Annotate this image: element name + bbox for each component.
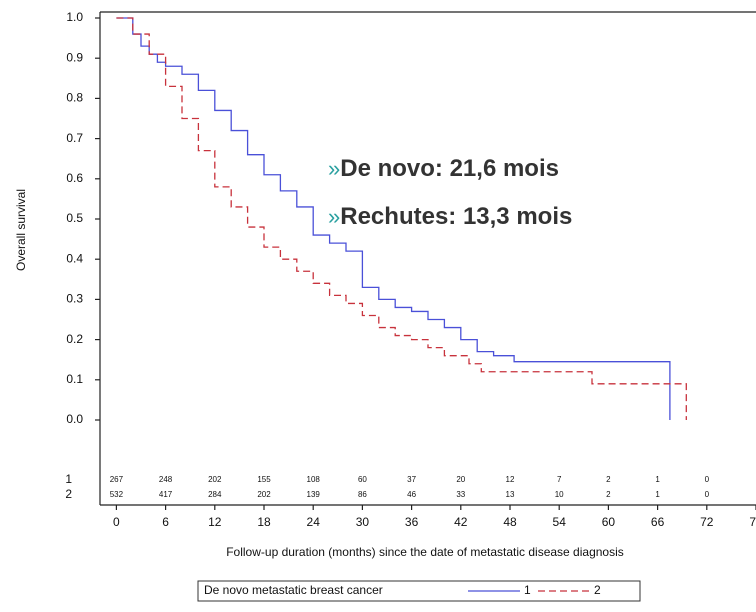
x-tick-label: 36 — [405, 515, 419, 529]
y-tick-label: 0.6 — [66, 171, 83, 185]
x-tick-label: 78 — [749, 515, 756, 529]
at-risk-count: 267 — [110, 475, 124, 484]
annotation: »Rechutes: 13,3 mois — [328, 203, 572, 230]
y-tick-label: 0.3 — [66, 292, 83, 306]
y-tick-label: 0.5 — [66, 211, 83, 225]
y-tick-label: 0.0 — [66, 412, 83, 426]
x-tick-label: 18 — [257, 515, 271, 529]
legend-box — [197, 580, 641, 602]
at-risk-count: 13 — [506, 490, 515, 499]
x-tick-label: 60 — [602, 515, 616, 529]
at-risk-count: 33 — [456, 490, 465, 499]
at-risk-count: 139 — [307, 490, 321, 499]
at-risk-count: 248 — [159, 475, 173, 484]
survival-curve — [116, 17, 687, 420]
y-axis-label: Overall survival — [14, 189, 28, 271]
annotation-text: De novo: 21,6 mois — [340, 155, 559, 182]
annotation-marker: » — [328, 204, 340, 229]
y-tick-label: 1.0 — [66, 10, 83, 24]
legend-label: 2 — [594, 583, 601, 597]
at-risk-count: 532 — [110, 490, 124, 499]
at-risk-count: 37 — [407, 475, 416, 484]
at-risk-group: 2 — [65, 487, 72, 501]
at-risk-count: 108 — [307, 475, 321, 484]
at-risk-count: 155 — [257, 475, 271, 484]
annotation: »De novo: 21,6 mois — [328, 155, 559, 182]
at-risk-count: 46 — [407, 490, 416, 499]
y-tick-label: 0.4 — [66, 251, 83, 265]
at-risk-count: 1 — [655, 490, 660, 499]
y-tick-label: 0.7 — [66, 131, 83, 145]
legend-title: De novo metastatic breast cancer — [204, 583, 383, 597]
annotation-marker: » — [328, 156, 340, 181]
x-tick-label: 42 — [454, 515, 468, 529]
at-risk-count: 2 — [606, 475, 611, 484]
x-tick-label: 66 — [651, 515, 665, 529]
at-risk-count: 417 — [159, 490, 173, 499]
at-risk-count: 0 — [705, 475, 710, 484]
legend-label: 1 — [524, 583, 531, 597]
at-risk-count: 202 — [257, 490, 271, 499]
x-tick-label: 0 — [113, 515, 120, 529]
at-risk-count: 284 — [208, 490, 222, 499]
at-risk-count: 60 — [358, 475, 367, 484]
x-tick-label: 30 — [356, 515, 370, 529]
y-tick-label: 0.8 — [66, 91, 83, 105]
y-tick-label: 0.2 — [66, 332, 83, 346]
x-axis-label: Follow-up duration (months) since the da… — [226, 545, 624, 559]
at-risk-count: 7 — [557, 475, 562, 484]
x-tick-label: 6 — [162, 515, 169, 529]
at-risk-count: 20 — [456, 475, 465, 484]
x-tick-label: 48 — [503, 515, 517, 529]
annotation-text: Rechutes: 13,3 mois — [340, 203, 572, 230]
at-risk-count: 2 — [606, 490, 611, 499]
at-risk-count: 10 — [555, 490, 564, 499]
at-risk-count: 86 — [358, 490, 367, 499]
x-tick-label: 12 — [208, 515, 222, 529]
x-tick-label: 24 — [307, 515, 321, 529]
at-risk-count: 12 — [506, 475, 515, 484]
at-risk-count: 0 — [705, 490, 710, 499]
y-tick-label: 0.9 — [66, 50, 83, 64]
at-risk-group: 1 — [65, 472, 72, 486]
at-risk-count: 1 — [655, 475, 660, 484]
x-tick-label: 54 — [553, 515, 567, 529]
y-tick-label: 0.1 — [66, 372, 83, 386]
x-tick-label: 72 — [700, 515, 714, 529]
at-risk-count: 202 — [208, 475, 222, 484]
